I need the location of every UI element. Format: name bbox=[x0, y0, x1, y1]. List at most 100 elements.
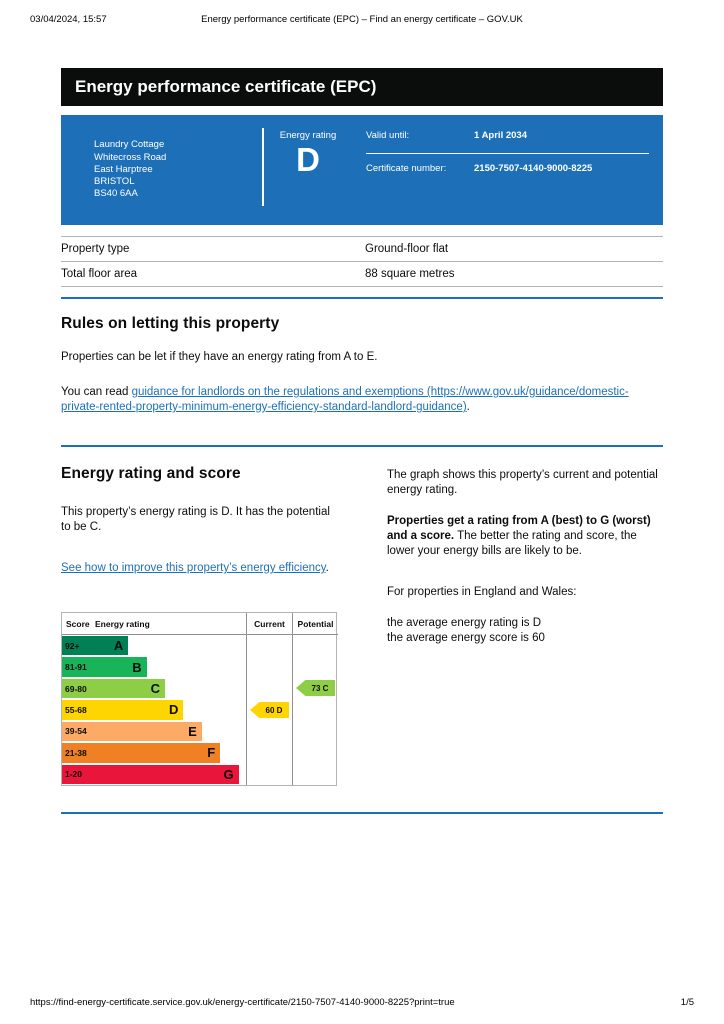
band-letter: A bbox=[113, 638, 124, 654]
property-type-value: Ground-floor flat bbox=[365, 243, 449, 255]
epc-band-bar-a: 92+ A bbox=[62, 636, 129, 656]
band-score-range: 21-38 bbox=[65, 747, 87, 758]
average-score-text: the average energy score is 60 bbox=[387, 632, 545, 644]
energy-rating-badge: Energy rating D bbox=[264, 130, 352, 179]
address-line: East Harptree bbox=[94, 163, 153, 175]
current-column-body: 60 D bbox=[247, 635, 292, 785]
section-rule bbox=[61, 812, 663, 814]
print-footer: https://find-energy-certificate.service.… bbox=[30, 997, 694, 1008]
banner-title: Energy performance certificate (EPC) bbox=[75, 77, 377, 96]
epc-band-rows: 92+ A 81-91 B bbox=[62, 635, 246, 785]
ratings-explanation-bold: Properties get a rating from A (best) to… bbox=[387, 515, 651, 542]
england-wales-text: For properties in England and Wales: bbox=[387, 586, 577, 598]
address-line: BRISTOL bbox=[94, 176, 135, 188]
potential-column-header: Potential bbox=[293, 613, 338, 635]
print-datetime: 03/04/2024, 15:57 bbox=[30, 14, 107, 25]
epc-band-row-f: 21-38 F bbox=[62, 742, 246, 763]
national-averages: the average energy rating is D the avera… bbox=[387, 616, 663, 646]
certificate-number-value: 2150-7507-4140-9000-8225 bbox=[474, 162, 593, 174]
current-rating-marker: 60 D bbox=[250, 702, 289, 718]
rating-score-right-column: The graph shows this property’s current … bbox=[387, 465, 663, 786]
property-type-label: Property type bbox=[61, 243, 130, 255]
rating-summary-text: This property’s energy rating is D. It h… bbox=[61, 506, 330, 533]
address-line: Laundry Cottage bbox=[94, 139, 165, 151]
address-line: Whitecross Road bbox=[94, 151, 167, 163]
rating-score-left-column: Energy rating and score This property’s … bbox=[61, 465, 339, 786]
current-column-header: Current bbox=[247, 613, 292, 635]
certificate-summary: Laundry Cottage Whitecross Road East Har… bbox=[61, 115, 663, 225]
epc-band-row-g: 1-20 G bbox=[62, 764, 246, 785]
validity-panel: Valid until: 1 April 2034 Certificate nu… bbox=[366, 130, 649, 175]
current-rating-column: Current 60 D bbox=[246, 613, 292, 785]
epc-band-bar-d: 55-68 D bbox=[62, 700, 184, 720]
certificate-number-row: Certificate number: 2150-7507-4140-9000-… bbox=[366, 163, 649, 176]
footer-url: https://find-energy-certificate.service.… bbox=[30, 997, 455, 1008]
band-score-range: 1-20 bbox=[65, 769, 83, 780]
band-score-range: 81-91 bbox=[65, 662, 87, 673]
band-score-range: 69-80 bbox=[65, 683, 87, 694]
band-score-range: 39-54 bbox=[65, 726, 87, 737]
band-letter: C bbox=[150, 681, 161, 697]
potential-rating-column: Potential 73 C bbox=[292, 613, 338, 785]
print-page-title: Energy performance certificate (EPC) – F… bbox=[201, 14, 523, 25]
property-type-row: Property type Ground-floor flat bbox=[61, 236, 663, 261]
band-score-range: 55-68 bbox=[65, 704, 87, 715]
band-score-range: 92+ bbox=[65, 640, 80, 651]
section-rule bbox=[61, 297, 663, 299]
energy-rating-column-header: Energy rating bbox=[95, 618, 150, 629]
epc-band-bar-g: 1-20 G bbox=[62, 764, 239, 784]
guidance-paragraph: You can read guidance for landlords on t… bbox=[61, 385, 663, 415]
potential-rating-value: 73 C bbox=[311, 683, 329, 693]
epc-band-row-a: 92+ A bbox=[62, 635, 246, 656]
improve-paragraph: See how to improve this property’s energ… bbox=[61, 561, 339, 576]
improve-suffix: . bbox=[325, 562, 329, 574]
band-letter: F bbox=[207, 745, 216, 761]
certificate-content: Energy performance certificate (EPC) Lau… bbox=[61, 68, 663, 814]
guidance-prefix: You can read bbox=[61, 386, 132, 398]
band-letter: G bbox=[223, 766, 234, 782]
average-rating-text: the average energy rating is D bbox=[387, 617, 542, 629]
print-header: 03/04/2024, 15:57 Energy performance cer… bbox=[0, 0, 724, 26]
valid-until-label: Valid until: bbox=[366, 130, 410, 141]
improve-efficiency-link[interactable]: See how to improve this property’s energ… bbox=[61, 562, 326, 574]
epc-band-row-c: 69-80 C bbox=[62, 678, 246, 699]
energy-rating-value: D bbox=[296, 141, 320, 178]
score-column-header: Score bbox=[66, 618, 90, 629]
potential-rating-marker: 73 C bbox=[296, 680, 335, 696]
rules-heading: Rules on letting this property bbox=[61, 315, 280, 332]
ratings-explanation: Properties get a rating from A (best) to… bbox=[387, 514, 663, 559]
page-banner: Energy performance certificate (EPC) bbox=[61, 68, 663, 106]
energy-rating-label: Energy rating bbox=[279, 130, 337, 141]
epc-band-row-e: 39-54 E bbox=[62, 721, 246, 742]
rating-score-heading: Energy rating and score bbox=[61, 465, 241, 482]
epc-chart-header: Score Energy rating bbox=[62, 613, 246, 635]
floor-area-value: 88 square metres bbox=[365, 268, 455, 280]
certificate-number-label: Certificate number: bbox=[366, 162, 447, 174]
floor-area-label: Total floor area bbox=[61, 268, 138, 280]
epc-band-bar-b: 81-91 B bbox=[62, 657, 147, 677]
epc-band-row-b: 81-91 B bbox=[62, 656, 246, 677]
epc-rating-chart: Score Energy rating 92+ A bbox=[61, 612, 338, 786]
letting-rules-text: Properties can be let if they have an en… bbox=[61, 351, 378, 363]
epc-band-row-d: 55-68 D bbox=[62, 699, 246, 720]
current-rating-value: 60 D bbox=[265, 705, 283, 715]
epc-band-bar-e: 39-54 E bbox=[62, 721, 202, 742]
epc-bands-area: Score Energy rating 92+ A bbox=[62, 613, 246, 785]
band-letter: D bbox=[169, 702, 179, 718]
property-address: Laundry Cottage Whitecross Road East Har… bbox=[94, 139, 262, 200]
summary-divider bbox=[262, 128, 264, 206]
epc-band-bar-c: 69-80 C bbox=[62, 678, 166, 699]
guidance-link[interactable]: guidance for landlords on the regulation… bbox=[61, 386, 629, 413]
potential-column-body: 73 C bbox=[293, 635, 338, 785]
section-rule bbox=[61, 445, 663, 447]
ratings-explanation-rest: The better the rating and score, the low… bbox=[387, 530, 637, 557]
property-facts-table: Property type Ground-floor flat Total fl… bbox=[61, 236, 663, 287]
graph-intro-text: The graph shows this property’s current … bbox=[387, 469, 658, 496]
address-line: BS40 6AA bbox=[94, 188, 138, 200]
valid-until-value: 1 April 2034 bbox=[474, 130, 527, 141]
band-letter: B bbox=[132, 659, 142, 675]
guidance-suffix: . bbox=[466, 401, 470, 413]
rating-and-score-section: Energy rating and score This property’s … bbox=[61, 465, 663, 786]
epc-band-bar-f: 21-38 F bbox=[62, 743, 221, 763]
